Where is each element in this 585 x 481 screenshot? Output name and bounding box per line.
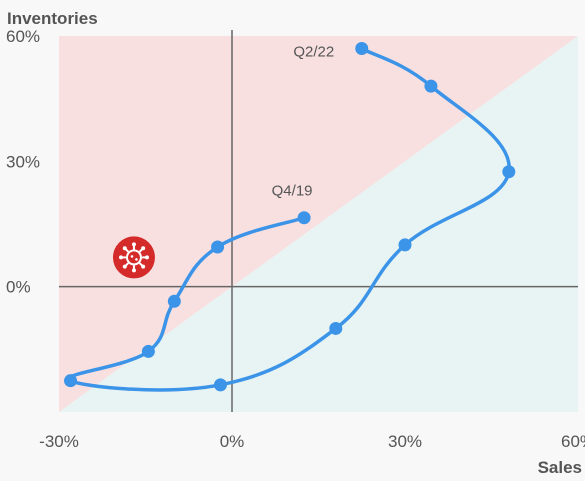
virus-icon-body [125,249,142,266]
data-point [297,211,311,225]
virus-icon-spike-tip [122,246,127,251]
virus-icon-spike-tip [122,264,127,269]
data-point [167,294,181,308]
data-point [213,378,227,392]
x-tick-label: -30% [39,432,79,451]
virus-icon-spike-tip [141,264,146,269]
x-tick-label: 30% [388,432,422,451]
virus-icon [112,236,155,279]
annotation-label: Q4/19 [272,183,313,200]
data-point [211,240,225,254]
virus-icon-dot [130,255,134,258]
x-tick-label: 0% [220,432,245,451]
data-point [502,165,516,179]
x-tick-label: 60% [561,432,585,451]
annotation-label: Q2/22 [293,44,334,61]
y-tick-label: 30% [6,152,40,171]
virus-icon-spike-tip [131,268,136,273]
x-axis-title: Sales [538,458,582,477]
data-point [424,79,438,93]
data-point [64,374,78,388]
virus-icon-spike-tip [118,255,123,260]
y-tick-label: 0% [6,278,31,297]
virus-icon-spike-tip [144,255,149,260]
data-point [398,238,412,252]
data-point [355,42,369,56]
y-axis-title: Inventories [7,9,98,28]
region-sales-above-inventories [59,36,578,412]
virus-icon-dot [135,258,138,261]
data-point [141,344,155,358]
y-tick-label: 60% [6,27,40,46]
data-point [329,321,343,335]
virus-icon-spike-tip [131,242,136,247]
virus-icon-spike-tip [141,246,146,251]
